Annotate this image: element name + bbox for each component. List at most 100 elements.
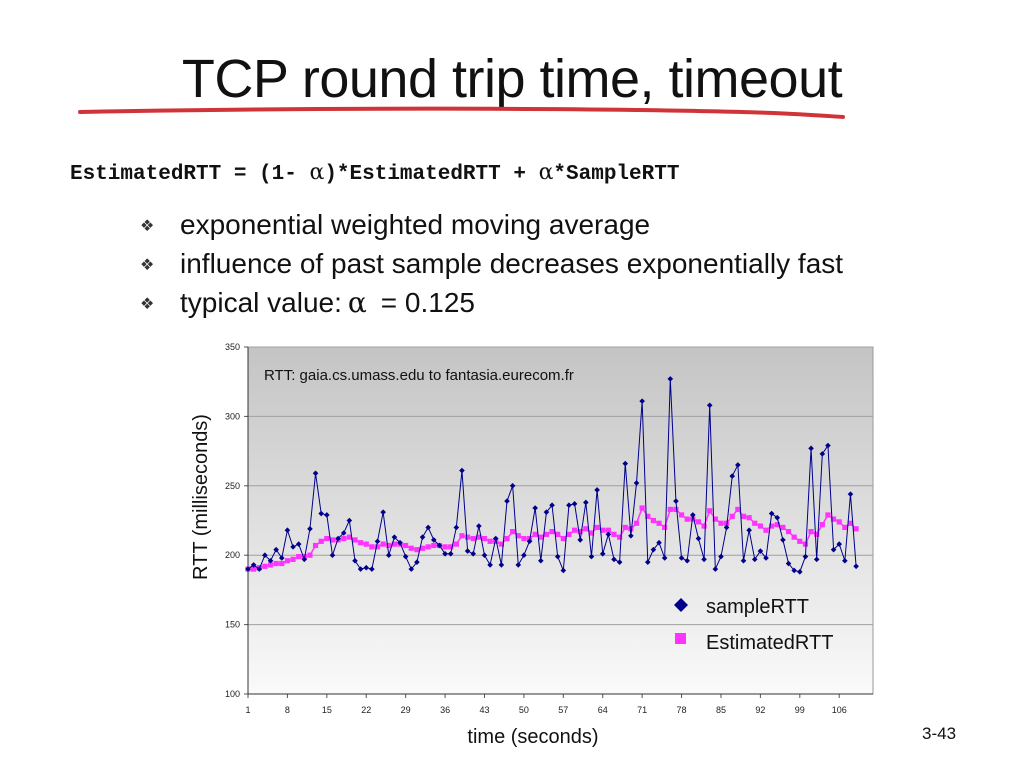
estimatedrtt-point bbox=[414, 547, 420, 553]
samplertt-point bbox=[487, 562, 493, 568]
legend-marker-samplertt bbox=[674, 598, 688, 612]
samplertt-point bbox=[706, 402, 713, 409]
x-tick-label: 78 bbox=[677, 705, 687, 715]
estimatedrtt-point bbox=[650, 517, 657, 524]
legend-marker-estimatedrtt bbox=[675, 633, 686, 644]
estimatedrtt-point bbox=[504, 535, 510, 542]
estimatedrtt-point bbox=[453, 541, 459, 547]
samplertt-point bbox=[566, 502, 572, 509]
samplertt-point bbox=[537, 557, 544, 564]
bullet-item: ❖ influence of past sample decreases expo… bbox=[140, 244, 843, 283]
estimatedrtt-point bbox=[380, 541, 386, 547]
samplertt-point bbox=[554, 553, 561, 560]
samplertt-point bbox=[532, 505, 538, 511]
estimatedrtt-point bbox=[521, 535, 527, 542]
samplertt-point bbox=[492, 535, 499, 542]
samplertt-point bbox=[335, 535, 341, 542]
samplertt-point bbox=[701, 556, 707, 563]
samplertt-point bbox=[363, 564, 370, 571]
samplertt-point bbox=[751, 556, 758, 563]
samplertt-point bbox=[526, 538, 533, 545]
x-tick-label: 57 bbox=[558, 705, 568, 715]
chart-title: RTT: gaia.cs.umass.edu to fantasia.eurec… bbox=[264, 367, 574, 384]
samplertt-point bbox=[459, 467, 465, 474]
samplertt-point bbox=[453, 524, 460, 531]
estimatedrtt-point bbox=[645, 513, 651, 519]
samplertt-point bbox=[661, 555, 668, 561]
estimatedrtt-point bbox=[329, 537, 336, 543]
samplertt-point bbox=[324, 512, 330, 518]
estimatedrtt-point bbox=[481, 535, 488, 542]
estimatedrtt-point bbox=[847, 520, 854, 526]
bullet-item: ❖ typical value: α = 0.125 bbox=[140, 283, 843, 322]
y-tick-label: 350 bbox=[225, 342, 240, 352]
samplertt-point bbox=[695, 535, 702, 542]
estimatedrtt-point bbox=[312, 542, 319, 549]
estimatedrtt-point bbox=[324, 535, 330, 542]
estimatedrtt-point bbox=[797, 538, 803, 544]
samplertt-point bbox=[673, 498, 679, 504]
estimatedrtt-point bbox=[853, 526, 859, 532]
estimatedrtt-point bbox=[532, 531, 538, 537]
estimatedrtt-point bbox=[633, 520, 640, 526]
estimatedrtt-point bbox=[267, 562, 274, 568]
formula-part-1: EstimatedRTT = (1- bbox=[70, 163, 310, 186]
estimatedrtt-point bbox=[825, 512, 831, 518]
estimatedrtt-point bbox=[628, 526, 634, 532]
estimatedrtt-point bbox=[594, 524, 600, 531]
estimatedrtt-point bbox=[470, 535, 476, 542]
samplertt-point bbox=[847, 491, 854, 497]
estimatedrtt-point bbox=[549, 529, 555, 535]
samplertt-point bbox=[357, 566, 364, 572]
page-number: 3-43 bbox=[922, 724, 957, 743]
estimatedrtt-point bbox=[262, 563, 268, 569]
x-tick-label: 92 bbox=[755, 705, 765, 715]
x-tick-label: 50 bbox=[519, 705, 529, 715]
samplertt-point bbox=[667, 376, 674, 382]
samplertt-point bbox=[830, 546, 837, 553]
samplertt-point bbox=[284, 527, 291, 534]
samplertt-point bbox=[436, 542, 443, 549]
samplertt-point bbox=[644, 559, 651, 565]
estimatedrtt-point bbox=[588, 530, 595, 536]
legend-label-estimatedrtt: EstimatedRTT bbox=[706, 632, 833, 654]
samplertt-point bbox=[380, 509, 386, 515]
samplertt-point bbox=[813, 556, 820, 563]
estimatedrtt-point bbox=[408, 545, 414, 551]
x-tick-label: 64 bbox=[598, 705, 608, 715]
alpha-symbol: α bbox=[538, 160, 554, 185]
estimatedrtt-point bbox=[487, 538, 493, 544]
estimatedrtt-point bbox=[836, 519, 842, 525]
estimatedrtt-point bbox=[464, 534, 471, 540]
estimatedrtt-point bbox=[279, 560, 285, 567]
samplertt-point bbox=[853, 563, 859, 570]
ewma-formula: EstimatedRTT = (1- α)*EstimatedRTT + α*S… bbox=[70, 160, 679, 186]
estimatedrtt-point bbox=[498, 541, 504, 547]
x-tick-label: 36 bbox=[440, 705, 450, 715]
samplertt-point bbox=[718, 553, 724, 560]
samplertt-point bbox=[312, 470, 319, 477]
x-tick-label: 1 bbox=[245, 705, 250, 715]
samplertt-point bbox=[295, 541, 302, 547]
y-tick-label: 150 bbox=[225, 620, 240, 630]
estimatedrtt-point bbox=[476, 534, 482, 540]
samplertt-point bbox=[639, 398, 645, 404]
formula-part-2: )*EstimatedRTT + bbox=[324, 163, 539, 186]
samplertt-point bbox=[414, 559, 420, 565]
samplertt-point bbox=[476, 523, 482, 529]
samplertt-point bbox=[842, 557, 848, 564]
samplertt-point bbox=[262, 552, 268, 558]
estimatedrtt-point bbox=[431, 542, 437, 549]
samplertt-point bbox=[616, 559, 623, 565]
samplertt-point bbox=[498, 562, 505, 568]
samplertt-point bbox=[605, 531, 612, 538]
estimatedrtt-point bbox=[769, 523, 775, 529]
x-axis-label: time (seconds) bbox=[467, 726, 598, 748]
estimatedrtt-point bbox=[774, 522, 780, 528]
samplertt-point bbox=[583, 499, 589, 506]
estimatedrtt-point bbox=[662, 524, 668, 531]
estimatedrtt-point bbox=[577, 529, 583, 535]
slide-title: TCP round trip time, timeout bbox=[181, 49, 843, 109]
samplertt-point bbox=[836, 541, 843, 547]
